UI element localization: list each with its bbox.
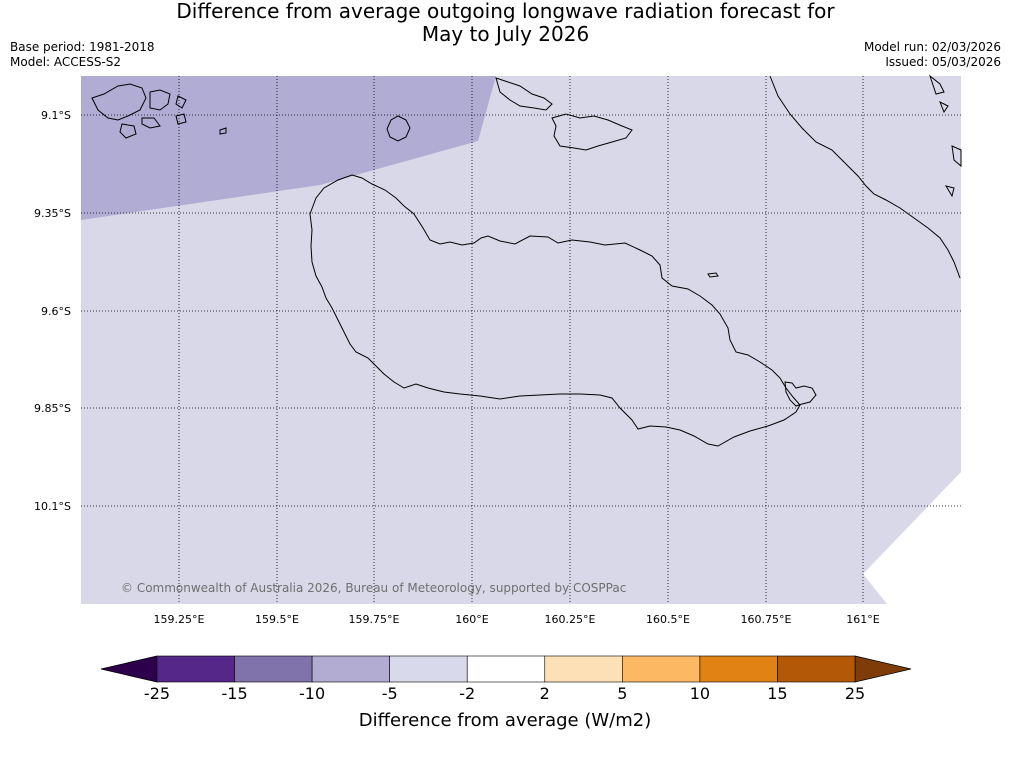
colorbar-segment bbox=[389, 655, 468, 683]
colorbar-extend-low bbox=[100, 655, 158, 683]
colorbar-segment bbox=[622, 655, 701, 683]
east-coastline bbox=[769, 75, 961, 279]
colorbar-segment bbox=[544, 655, 623, 683]
metadata-left: Base period: 1981-2018 Model: ACCESS-S2 bbox=[10, 40, 155, 70]
colorbar: -25 -15 -10 -5 -2 2 5 10 15 25 bbox=[100, 655, 912, 703]
colorbar-extend-high bbox=[854, 655, 912, 683]
islet-ne-coastline bbox=[784, 381, 817, 407]
lon-labels: 159.25°E 159.5°E 159.75°E 160°E 160.25°E 160.… bbox=[154, 613, 880, 626]
lon-label: 160.75°E bbox=[741, 613, 792, 626]
metadata-right: Model run: 02/03/2026 Issued: 05/03/2026 bbox=[864, 40, 1001, 70]
lon-label: 161°E bbox=[846, 613, 879, 626]
colorbar-tick-label: -10 bbox=[299, 684, 325, 703]
chart-title: Difference from average outgoing longwav… bbox=[0, 0, 1011, 46]
colorbar-segment bbox=[156, 655, 235, 683]
lat-label: 9.85°S bbox=[34, 402, 71, 415]
map-area bbox=[81, 76, 961, 604]
colorbar-tick-label: 10 bbox=[690, 684, 710, 703]
round-island-coastline bbox=[386, 115, 411, 142]
lon-label: 160.5°E bbox=[646, 613, 690, 626]
colorbar-segment bbox=[777, 655, 856, 683]
lat-labels: 9.1°S 9.35°S 9.6°S 9.85°S 10.1°S bbox=[34, 109, 71, 513]
nw-islands-coastline bbox=[91, 83, 187, 139]
island-main-coastline bbox=[309, 174, 801, 447]
islet-nw-coastline bbox=[219, 127, 227, 135]
title-line-1: Difference from average outgoing longwav… bbox=[176, 0, 835, 23]
colorbar-tick-label: 2 bbox=[540, 684, 550, 703]
lat-label: 9.35°S bbox=[34, 207, 71, 220]
lon-label: 159.75°E bbox=[349, 613, 400, 626]
colorbar-segment bbox=[466, 655, 546, 683]
colorbar-segment bbox=[699, 655, 778, 683]
lon-label: 160°E bbox=[455, 613, 488, 626]
colorbar-title: Difference from average (W/m2) bbox=[359, 710, 651, 731]
colorbar-segment bbox=[311, 655, 390, 683]
lat-label: 9.6°S bbox=[41, 305, 71, 318]
field-minus5-to-minus2 bbox=[81, 76, 961, 604]
gridlines bbox=[81, 76, 961, 604]
east-islets-coastline bbox=[928, 74, 962, 198]
model-text: Model: ACCESS-S2 bbox=[10, 55, 122, 69]
colorbar-tick-label: -25 bbox=[144, 684, 170, 703]
lat-label: 10.1°S bbox=[34, 500, 71, 513]
model-run-text: Model run: 02/03/2026 bbox=[863, 40, 1001, 54]
colorbar-tick-label: 25 bbox=[845, 684, 865, 703]
colorbar-segment bbox=[234, 655, 313, 683]
credit-text: © Commonwealth of Australia 2026, Bureau… bbox=[121, 581, 626, 595]
colorbar-tick-label: 15 bbox=[767, 684, 787, 703]
colorbar-tick-label: -2 bbox=[459, 684, 475, 703]
lon-label: 160.25°E bbox=[545, 613, 596, 626]
title-line-2: May to July 2026 bbox=[421, 22, 590, 46]
colorbar-tick-label: -15 bbox=[221, 684, 247, 703]
base-period-text: Base period: 1981-2018 bbox=[10, 40, 155, 54]
field-minus10-to-minus5 bbox=[81, 76, 496, 220]
islet-coastline bbox=[707, 272, 719, 278]
north-island-coastline bbox=[495, 77, 633, 151]
lat-label: 9.1°S bbox=[41, 109, 71, 122]
colorbar-tick-label: 5 bbox=[617, 684, 627, 703]
colorbar-tick-label: -5 bbox=[382, 684, 398, 703]
lon-label: 159.5°E bbox=[255, 613, 299, 626]
lon-label: 159.25°E bbox=[154, 613, 205, 626]
issued-text: Issued: 05/03/2026 bbox=[885, 55, 1001, 69]
coastlines bbox=[91, 74, 962, 447]
